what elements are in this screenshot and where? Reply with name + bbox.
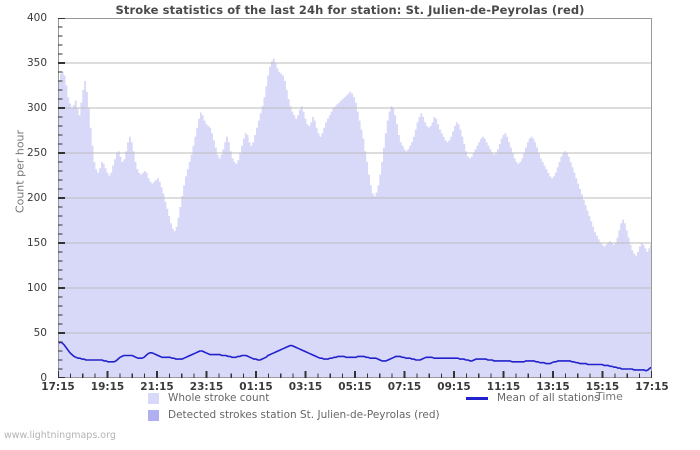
legend-color-swatch bbox=[148, 409, 159, 421]
x-tick-label: 07:15 bbox=[387, 381, 422, 393]
legend-item: Mean of all stations bbox=[466, 392, 600, 404]
x-tick-label: 19:15 bbox=[90, 381, 125, 393]
x-tick-label: 17:15 bbox=[41, 381, 75, 393]
legend-item: Detected strokes station St. Julien-de-P… bbox=[148, 409, 440, 421]
x-tick-label: 21:15 bbox=[140, 381, 174, 393]
x-axis-tick-labels: 17:15 19:15 21:15 23:15 01:15 03:15 05:15 07:15… bbox=[0, 381, 700, 397]
y-tick-label: 150 bbox=[26, 237, 47, 249]
y-axis-tick-labels: 0 50 100 150 200 250 300 350 400 bbox=[0, 0, 58, 400]
legend-label: Mean of all stations bbox=[497, 392, 600, 404]
plot-canvas bbox=[58, 18, 652, 378]
x-axis-title: Time bbox=[596, 390, 623, 403]
y-tick-label: 200 bbox=[26, 192, 47, 204]
plot-area bbox=[58, 18, 652, 378]
y-tick-label: 100 bbox=[26, 282, 47, 294]
y-tick-label: 400 bbox=[26, 12, 47, 24]
watermark: www.lightningmaps.org bbox=[4, 430, 116, 441]
x-tick-label: 03:15 bbox=[288, 381, 323, 393]
legend-item: Whole stroke count bbox=[148, 392, 269, 404]
x-tick-label: 17:15 bbox=[635, 381, 669, 393]
x-tick-label: 09:15 bbox=[437, 381, 471, 393]
x-tick-label: 15:15 bbox=[585, 381, 620, 393]
legend-label: Whole stroke count bbox=[168, 392, 270, 404]
chart-legend: Whole stroke count Mean of all stations De… bbox=[0, 392, 700, 426]
y-tick-label: 350 bbox=[26, 57, 47, 69]
series-line-mean-of-all-stations bbox=[58, 341, 652, 372]
legend-label: Detected strokes station St. Julien-de-P… bbox=[168, 409, 440, 421]
chart-title: Stroke statistics of the last 24h for st… bbox=[115, 3, 585, 17]
series-area-whole-stroke-count bbox=[58, 58, 652, 378]
legend-color-swatch bbox=[148, 392, 159, 404]
x-tick-label: 23:15 bbox=[189, 381, 224, 393]
legend-line-marker bbox=[466, 396, 488, 400]
x-tick-label: 05:15 bbox=[338, 381, 372, 393]
x-tick-label: 13:15 bbox=[536, 381, 570, 393]
x-tick-label: 01:15 bbox=[239, 381, 273, 393]
y-tick-label: 0 bbox=[40, 372, 47, 384]
y-tick-label: 300 bbox=[26, 102, 47, 114]
y-tick-label: 50 bbox=[33, 327, 47, 339]
x-tick-label: 11:15 bbox=[486, 381, 521, 393]
y-tick-label: 250 bbox=[26, 147, 47, 159]
